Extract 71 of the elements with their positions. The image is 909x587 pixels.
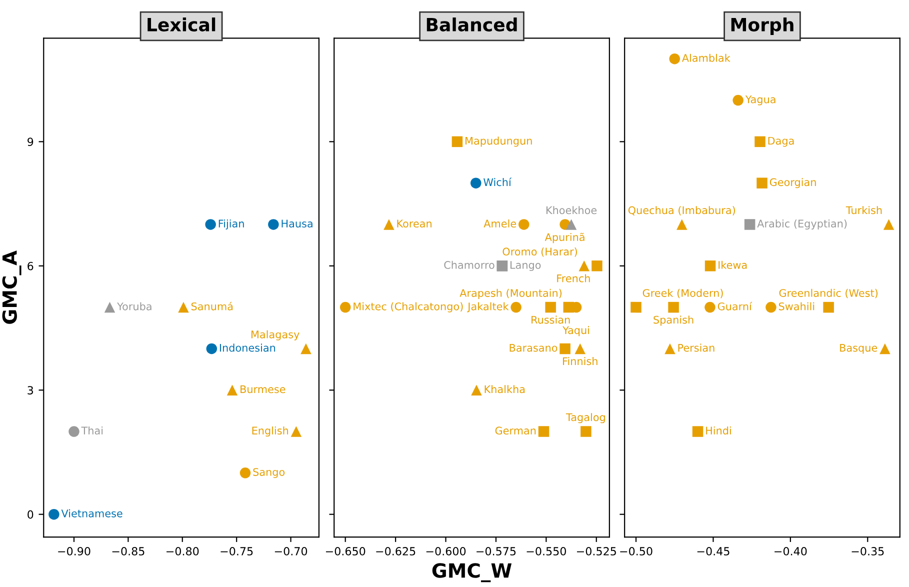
annotation: Swahili <box>778 302 814 310</box>
x-tick-label: −0.625 <box>376 547 416 556</box>
annotation: Yaqui <box>562 326 590 336</box>
annotation: Spanish <box>654 316 694 326</box>
annotation: Arapesh (Mountain) <box>460 288 562 299</box>
annotation: Yoruba <box>117 302 152 310</box>
y-tick-label: 6 <box>28 262 34 270</box>
y-tick-label: 9 <box>28 138 34 146</box>
annotation: Alamblak <box>682 54 730 62</box>
annotation: Mapudungun <box>466 136 532 147</box>
annotation: Khoekhoe <box>546 206 597 214</box>
annotation: Apurinã <box>544 232 584 244</box>
x-tick-label: −0.75 <box>220 547 253 556</box>
annotation: Burmese <box>240 385 286 394</box>
annotation: Barasano <box>510 344 558 352</box>
x-tick-label: −0.525 <box>577 547 616 556</box>
annotation: Daga <box>768 136 794 147</box>
chart-title: Lexical <box>148 17 216 32</box>
annotation: Jakaltek <box>467 302 509 312</box>
annotation: Ikewa <box>718 260 747 269</box>
x-tick-label: −0.70 <box>274 547 308 556</box>
annotation: Greenlandic (West) <box>779 288 878 298</box>
annotation: Vietnamese <box>61 509 122 518</box>
chart-title: Balanced <box>426 17 517 32</box>
annotation: German <box>495 426 536 435</box>
y-tick-label: 0 <box>28 510 34 519</box>
annotation: Malagasy <box>251 330 300 340</box>
x-tick-label: −0.85 <box>112 547 144 556</box>
x-tick-label: −0.600 <box>426 547 466 556</box>
y-tick-label: 3 <box>28 386 34 394</box>
annotation: Chamorro <box>444 260 494 269</box>
annotation: Guarní <box>718 302 752 310</box>
annotation: Indonesian <box>220 344 276 352</box>
annotation: Persian <box>678 344 714 352</box>
y-axis-title: GMC_A <box>2 250 22 324</box>
chart-title: Morph <box>731 17 794 35</box>
annotation: English <box>252 426 288 437</box>
annotation: Thai <box>81 426 103 435</box>
annotation: Yagua <box>745 96 776 106</box>
x-tick-label: −0.40 <box>774 547 807 556</box>
annotation: Sango <box>253 468 285 478</box>
annotation: Quechua (Imbabura) <box>628 206 735 216</box>
x-tick-label: −0.50 <box>620 547 652 556</box>
annotation: Lango <box>510 261 541 271</box>
annotation: Hindi <box>706 426 731 435</box>
annotation: Oromo (Harar) <box>502 247 577 257</box>
x-axis-title: GMC_W <box>432 563 512 582</box>
annotation: Greek (Modern) <box>642 288 723 298</box>
x-tick-label: −0.35 <box>852 547 884 556</box>
annotation: Wichí <box>484 178 512 186</box>
annotation: Sanumá <box>191 302 233 310</box>
annotation: Arabic (Egyptian) <box>757 219 847 230</box>
annotation: French <box>557 274 590 282</box>
annotation: Finnish <box>563 357 598 366</box>
x-tick-label: −0.550 <box>526 547 566 556</box>
x-tick-label: −0.575 <box>476 547 516 556</box>
annotation: Turkish <box>846 206 882 214</box>
annotation: Georgian <box>770 178 816 188</box>
annotation: Khalkha <box>484 385 525 394</box>
annotation: Amele <box>484 219 516 228</box>
annotation: Tagalog <box>566 413 605 424</box>
x-tick-label: −0.45 <box>697 547 730 556</box>
annotation: Fijian <box>218 219 244 230</box>
annotation: Basque <box>840 344 878 354</box>
annotation: Mixtec (Chalcatongo) <box>354 302 463 312</box>
annotation: Russian <box>532 316 570 324</box>
annotation: Hausa <box>282 220 312 228</box>
x-tick-label: −0.90 <box>58 547 90 556</box>
x-tick-label: −0.80 <box>166 547 199 556</box>
annotation: Korean <box>397 220 432 228</box>
x-tick-label: −0.650 <box>326 547 366 556</box>
